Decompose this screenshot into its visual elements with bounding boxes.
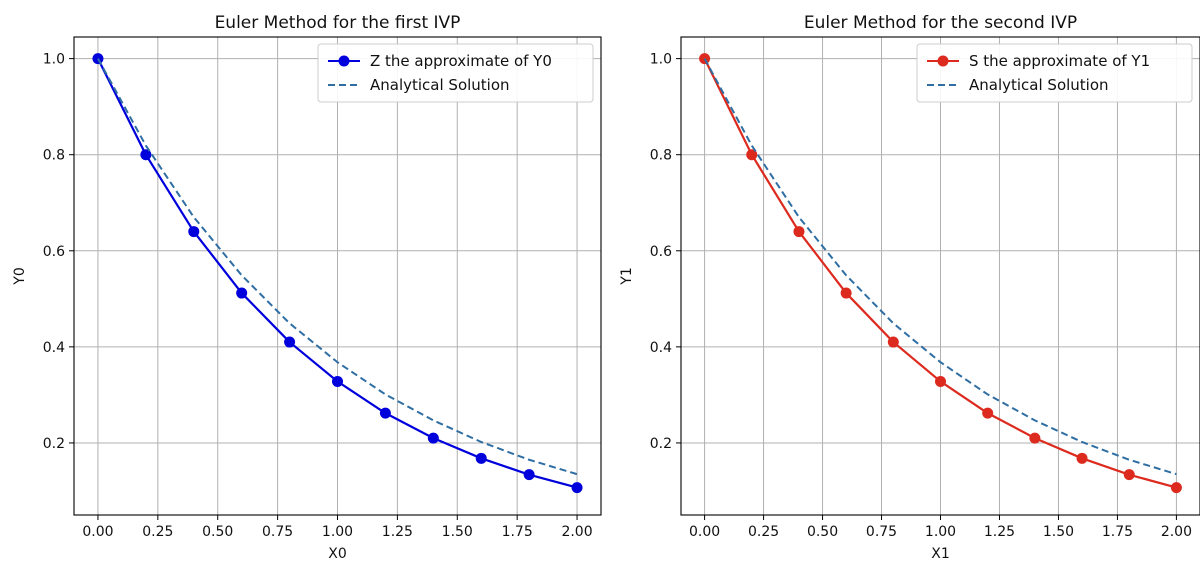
x-tick-label: 1.25 bbox=[382, 524, 413, 540]
series-line bbox=[97, 58, 578, 476]
legend-label: Z the approximate of Y0 bbox=[370, 52, 552, 70]
legend-item: Z the approximate of Y0 bbox=[328, 52, 552, 70]
grid bbox=[74, 37, 601, 515]
x-tick-label: 0.50 bbox=[202, 524, 233, 540]
chart-panel-2: 0.00 0.25 0.50 0.75 1.00 1.25 1.50 1.75 2.00 0.2 0… bbox=[619, 13, 1200, 562]
x-tick-label: 0.00 bbox=[689, 524, 720, 540]
legend-swatch-marker bbox=[937, 55, 949, 67]
y-tick-label: 0.4 bbox=[43, 340, 65, 356]
data-point bbox=[1029, 432, 1041, 444]
series-approximation bbox=[92, 53, 583, 494]
data-point bbox=[475, 452, 487, 464]
data-point bbox=[523, 469, 535, 481]
series-approximation bbox=[699, 53, 1182, 494]
y-axis-label: Y0 bbox=[12, 267, 28, 285]
data-point bbox=[699, 53, 711, 65]
legend-box bbox=[317, 43, 594, 103]
chart-title: Euler Method for the second IVP bbox=[804, 13, 1077, 33]
x-tick-label: 0.75 bbox=[866, 524, 897, 540]
legend-swatch-marker bbox=[338, 55, 350, 67]
y-tick-label: 0.2 bbox=[43, 436, 65, 452]
x-tick-label: 1.75 bbox=[1102, 524, 1133, 540]
x-tick-label: 1.50 bbox=[442, 524, 473, 540]
x-tick-label: 0.75 bbox=[262, 524, 293, 540]
x-tick-label: 1.00 bbox=[322, 524, 353, 540]
x-tick-label: 1.75 bbox=[502, 524, 533, 540]
data-point bbox=[1170, 482, 1182, 494]
data-point bbox=[982, 407, 994, 419]
data-point bbox=[1123, 469, 1135, 481]
data-point bbox=[793, 226, 805, 238]
y-tick-label: 0.2 bbox=[650, 436, 672, 452]
data-point bbox=[332, 375, 343, 387]
y-tick-label: 0.8 bbox=[43, 148, 65, 164]
x-tick-label: 1.25 bbox=[984, 524, 1015, 540]
chart-panel-1: 0.00 0.25 0.50 0.75 1.00 1.25 1.50 1.75 2.00 0.2 0… bbox=[12, 13, 602, 562]
legend-label: S the approximate of Y1 bbox=[969, 52, 1150, 70]
x-tick-label: 1.00 bbox=[925, 524, 956, 540]
series-analytical bbox=[97, 58, 578, 476]
data-point bbox=[236, 287, 248, 299]
legend: S the approximate of Y1 Analytical Soluti… bbox=[916, 43, 1193, 103]
x-tick-label: 2.00 bbox=[1161, 524, 1192, 540]
legend-item: Analytical Solution bbox=[328, 76, 510, 94]
x-tick-label: 0.25 bbox=[142, 524, 173, 540]
data-point bbox=[188, 226, 200, 238]
legend: Z the approximate of Y0 Analytical Soluti… bbox=[317, 43, 594, 103]
series-line bbox=[703, 58, 1177, 476]
y-tick-label: 1.0 bbox=[43, 52, 65, 68]
data-point bbox=[284, 336, 296, 348]
data-point bbox=[140, 149, 152, 161]
chart-title: Euler Method for the first IVP bbox=[215, 13, 461, 33]
y-axis-label: Y1 bbox=[619, 267, 635, 285]
legend-item: Analytical Solution bbox=[927, 76, 1109, 94]
data-point bbox=[1076, 452, 1088, 464]
data-point bbox=[887, 336, 899, 348]
legend-box bbox=[916, 43, 1193, 103]
legend-label: Analytical Solution bbox=[969, 76, 1109, 94]
y-tick-label: 1.0 bbox=[650, 52, 672, 68]
x-tick-label: 2.00 bbox=[561, 524, 592, 540]
legend-item: S the approximate of Y1 bbox=[927, 52, 1150, 70]
series-analytical bbox=[703, 58, 1177, 476]
data-point bbox=[571, 482, 583, 494]
x-tick-label: 0.00 bbox=[82, 524, 113, 540]
x-tick-label: 0.25 bbox=[748, 524, 779, 540]
data-point bbox=[427, 432, 439, 444]
x-tick-label: 0.50 bbox=[807, 524, 838, 540]
data-point bbox=[746, 149, 758, 161]
y-tick-label: 0.8 bbox=[650, 148, 672, 164]
x-axis-label: X1 bbox=[931, 546, 950, 562]
y-tick-label: 0.4 bbox=[650, 340, 672, 356]
data-point bbox=[935, 375, 946, 387]
x-axis-label: X0 bbox=[328, 546, 347, 562]
y-tick-label: 0.6 bbox=[650, 244, 672, 260]
grid bbox=[681, 37, 1200, 515]
data-point bbox=[840, 287, 852, 299]
y-tick-label: 0.6 bbox=[43, 244, 65, 260]
data-point bbox=[379, 407, 391, 419]
x-tick-label: 1.50 bbox=[1043, 524, 1074, 540]
legend-label: Analytical Solution bbox=[370, 76, 510, 94]
